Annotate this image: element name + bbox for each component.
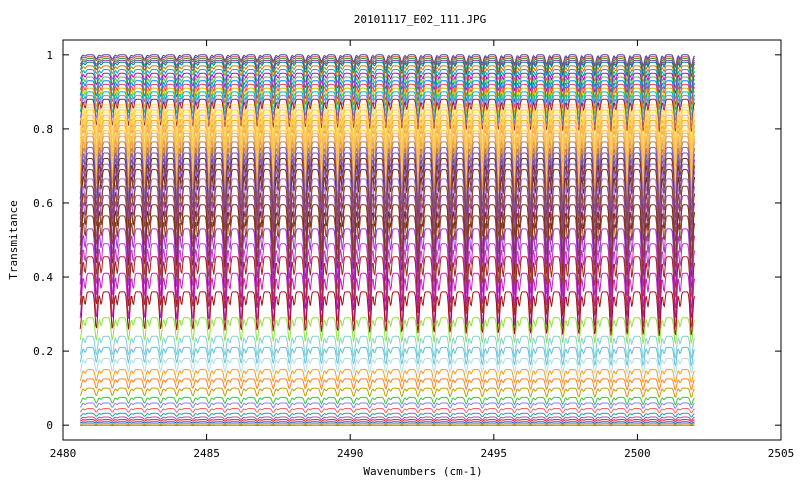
y-tick-label: 0.8 — [33, 123, 53, 136]
x-tick-label: 2505 — [768, 447, 795, 460]
y-tick-label: 0.6 — [33, 197, 53, 210]
x-tick-label: 2485 — [193, 447, 220, 460]
x-tick-label: 2495 — [481, 447, 508, 460]
y-tick-label: 0 — [46, 419, 53, 432]
y-tick-label: 0.2 — [33, 345, 53, 358]
y-tick-label: 1 — [46, 49, 53, 62]
x-tick-label: 2500 — [624, 447, 651, 460]
x-tick-label: 2490 — [337, 447, 364, 460]
x-axis-label: Wavenumbers (cm-1) — [363, 465, 482, 478]
chart-title: 20101117_E02_111.JPG — [354, 13, 486, 26]
x-tick-label: 2480 — [50, 447, 77, 460]
y-axis-label: Transmitance — [7, 200, 20, 279]
y-tick-label: 0.4 — [33, 271, 53, 284]
